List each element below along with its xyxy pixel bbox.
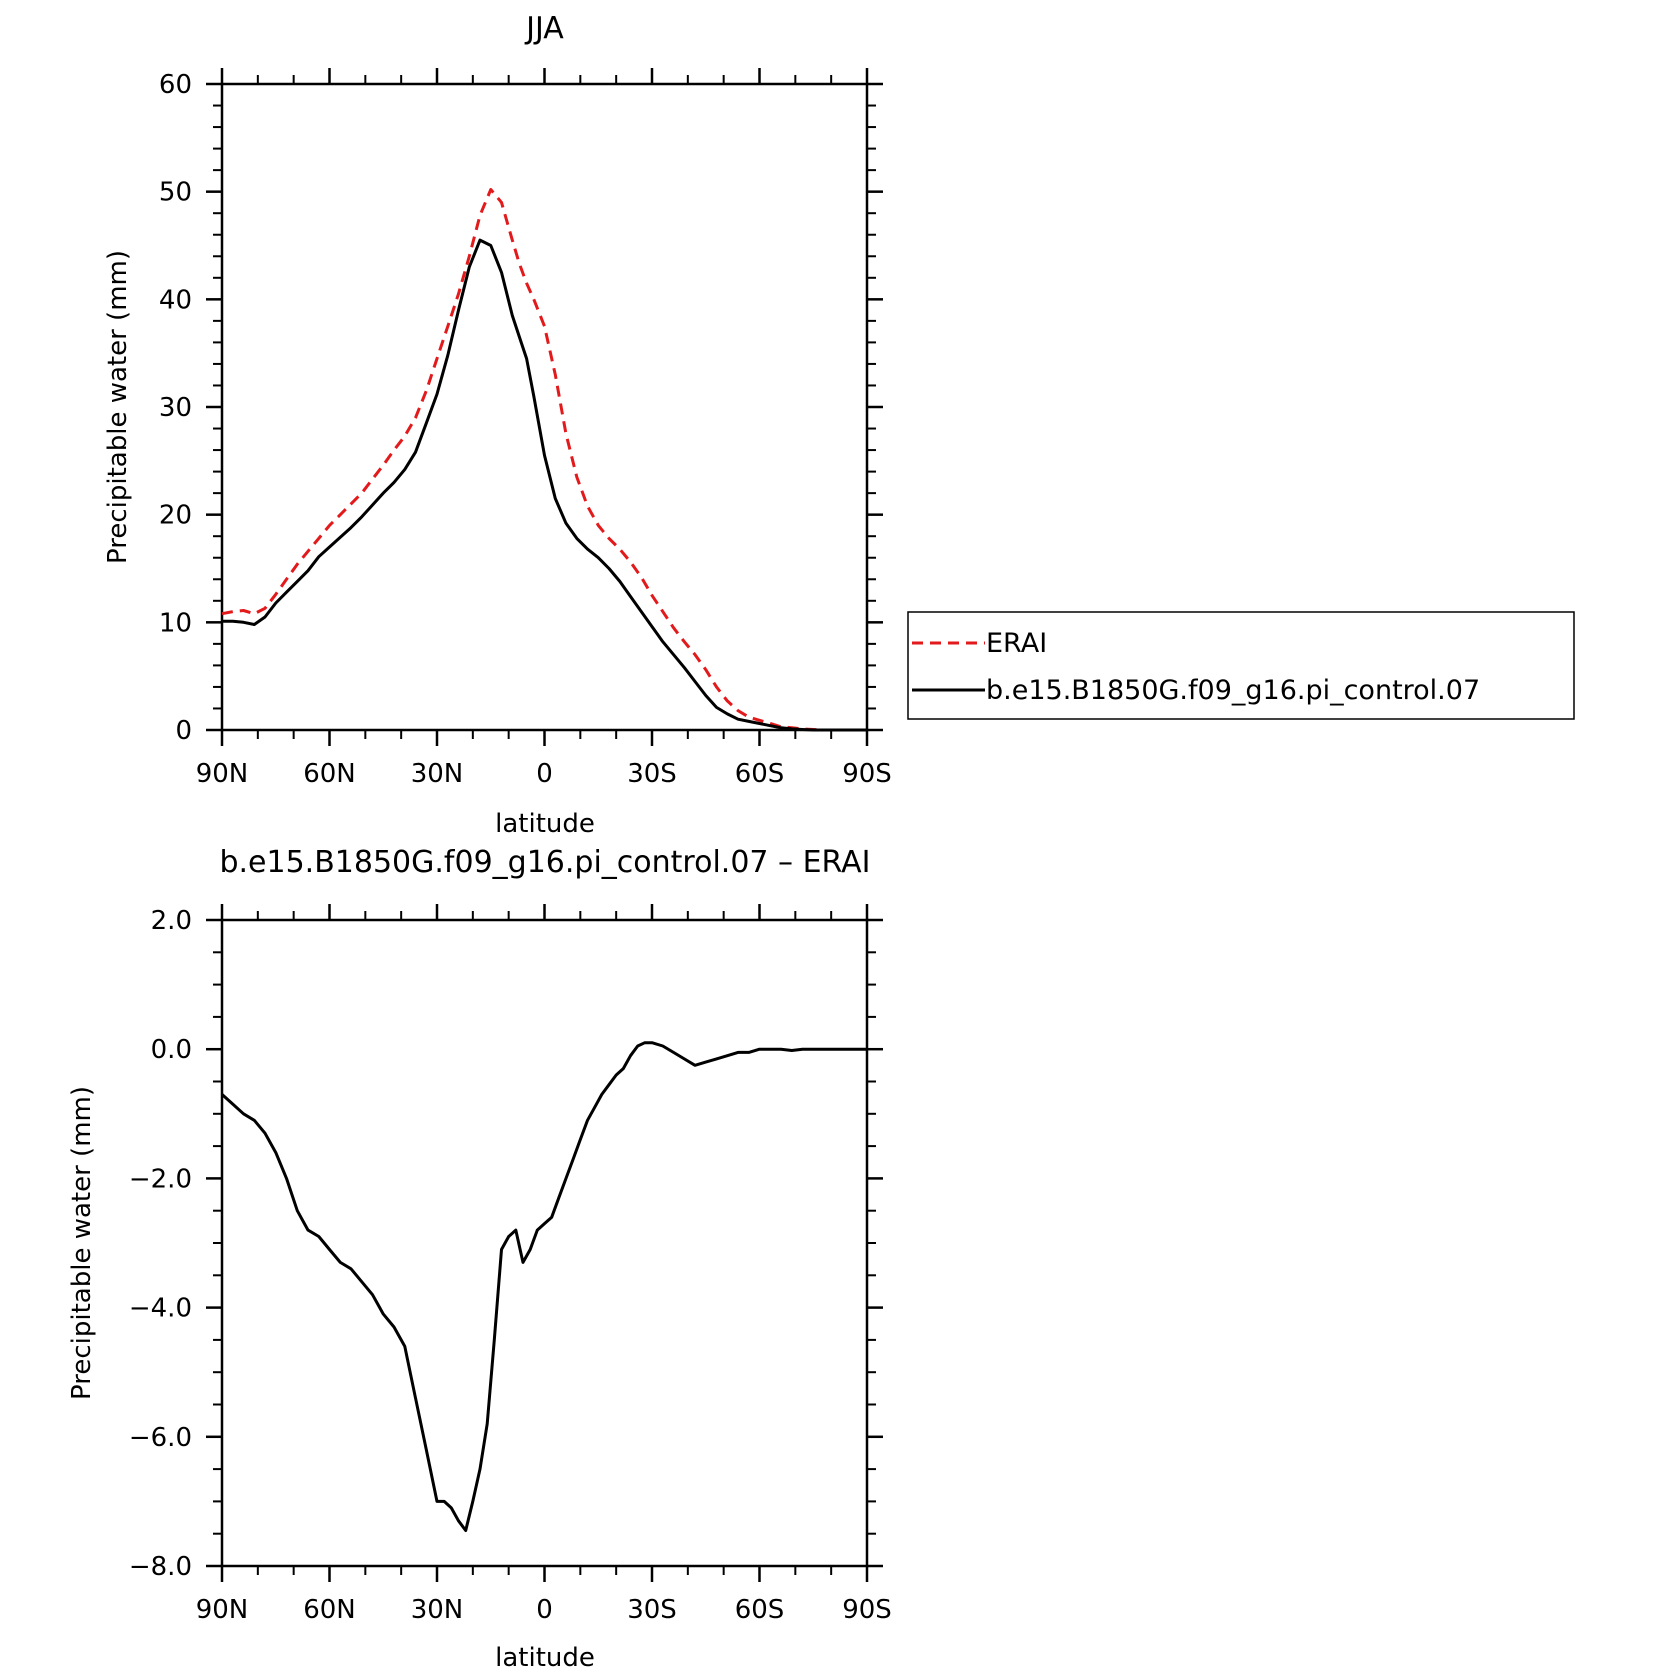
bottom-x-tick-label: 30N bbox=[411, 1595, 464, 1625]
bottom-y-tick-label: −4.0 bbox=[129, 1294, 192, 1324]
top-y-tick-label: 40 bbox=[159, 285, 192, 315]
top-x-tick-label: 90S bbox=[842, 759, 892, 789]
legend-label-erai: ERAI bbox=[986, 628, 1047, 659]
bottom-plot-frame bbox=[220, 918, 869, 1568]
bottom-x-tick-label: 60N bbox=[303, 1595, 356, 1625]
bottom-y-tick-label: −2.0 bbox=[129, 1164, 192, 1194]
top-y-tick-label: 0 bbox=[175, 716, 192, 746]
top-series-line-0 bbox=[221, 188, 867, 732]
top-panel: JJA 90N 60N 30N 0 30S 60S 90S 0 10 20 30 40 50 60 lat… bbox=[103, 11, 892, 839]
top-series-lines bbox=[221, 188, 867, 732]
top-x-tick-label: 60S bbox=[735, 759, 785, 789]
bottom-axis-ticks: 90N 60N 30N 0 30S 60S 90S −8.0 −6.0 −4.0 −2.0 0.0 2.… bbox=[129, 904, 892, 1625]
top-chart-title: JJA bbox=[524, 11, 564, 46]
bottom-y-axis-title: Precipitable water (mm) bbox=[67, 1086, 97, 1400]
bottom-chart-title: b.e15.B1850G.f09_g16.pi_control.07 – ERA… bbox=[219, 845, 870, 880]
top-x-tick-label: 30N bbox=[411, 759, 464, 789]
top-axis-ticks: 90N 60N 30N 0 30S 60S 90S 0 10 20 30 40 50 60 bbox=[159, 68, 892, 789]
bottom-x-axis-title: latitude bbox=[495, 1643, 595, 1669]
top-x-tick-label: 60N bbox=[303, 759, 356, 789]
bottom-y-tick-label: 2.0 bbox=[151, 906, 192, 936]
bottom-y-tick-label: −8.0 bbox=[129, 1552, 192, 1582]
legend-box bbox=[907, 611, 1575, 720]
top-y-tick-label: 60 bbox=[159, 70, 192, 100]
bottom-x-tick-label: 90N bbox=[196, 1595, 249, 1625]
top-x-tick-label: 90N bbox=[196, 759, 249, 789]
bottom-x-tick-label: 90S bbox=[842, 1595, 892, 1625]
legend-label-model: b.e15.B1850G.f09_g16.pi_control.07 bbox=[986, 675, 1480, 706]
top-y-tick-label: 20 bbox=[159, 501, 192, 531]
top-x-tick-label: 0 bbox=[536, 759, 553, 789]
bottom-x-tick-label: 30S bbox=[627, 1595, 677, 1625]
top-x-axis-title: latitude bbox=[495, 809, 595, 839]
bottom-y-tick-label: 0.0 bbox=[151, 1035, 192, 1065]
bottom-series-lines bbox=[220, 1041, 867, 1532]
bottom-panel: b.e15.B1850G.f09_g16.pi_control.07 – ERA… bbox=[67, 845, 892, 1669]
top-series-line-1 bbox=[222, 238, 867, 732]
bottom-x-tick-label: 60S bbox=[735, 1595, 785, 1625]
legend: ERAI b.e15.B1850G.f09_g16.pi_control.07 bbox=[907, 611, 1575, 720]
bottom-x-tick-label: 0 bbox=[536, 1595, 553, 1625]
bottom-y-tick-label: −6.0 bbox=[129, 1423, 192, 1453]
bottom-series-line-0 bbox=[220, 1041, 867, 1532]
top-y-tick-label: 30 bbox=[159, 393, 192, 423]
top-y-axis-title: Precipitable water (mm) bbox=[103, 250, 133, 564]
top-x-tick-label: 30S bbox=[627, 759, 677, 789]
top-plot-frame bbox=[220, 82, 869, 732]
top-y-tick-label: 10 bbox=[159, 608, 192, 638]
top-y-tick-label: 50 bbox=[159, 178, 192, 208]
